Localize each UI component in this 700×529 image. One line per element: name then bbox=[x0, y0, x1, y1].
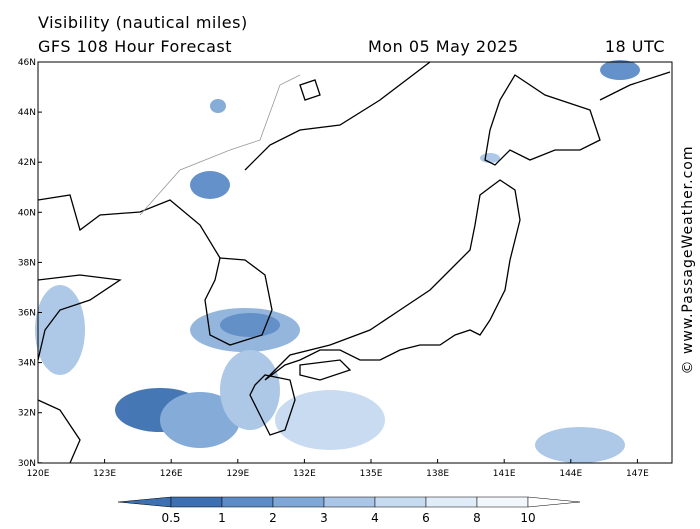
vis-area bbox=[210, 99, 226, 113]
vis-area bbox=[220, 313, 280, 337]
kyushu bbox=[249, 374, 296, 436]
colorbar-label: 0.5 bbox=[161, 511, 180, 525]
vis-area bbox=[600, 60, 640, 80]
china-coast bbox=[37, 274, 122, 464]
cb-cell bbox=[323, 496, 376, 508]
cb-cell bbox=[425, 496, 478, 508]
lon-label: 123E bbox=[93, 469, 116, 479]
vis-area bbox=[220, 350, 280, 430]
date: Mon 05 May 2025 bbox=[368, 37, 519, 56]
vis-area bbox=[535, 427, 625, 463]
cb-cell bbox=[117, 496, 172, 508]
lon-label: 135E bbox=[360, 469, 383, 479]
vis-area bbox=[160, 392, 240, 448]
colorbar-label: 4 bbox=[371, 511, 379, 525]
cb-cell bbox=[476, 496, 529, 508]
colorbar-label: 8 bbox=[473, 511, 481, 525]
vis-area bbox=[480, 153, 500, 163]
vis-area bbox=[275, 390, 385, 450]
cb-cell bbox=[170, 496, 223, 508]
colorbar-label: 3 bbox=[320, 511, 328, 525]
title: Visibility (nautical miles) bbox=[38, 13, 248, 32]
colorbar-label: 1 bbox=[218, 511, 226, 525]
colorbar-label: 6 bbox=[422, 511, 430, 525]
lon-label: 147E bbox=[626, 469, 649, 479]
lat-label: 42N bbox=[18, 158, 36, 168]
lon-label: 132E bbox=[293, 469, 316, 479]
island bbox=[299, 79, 321, 101]
lat-label: 30N bbox=[18, 459, 36, 469]
lat-label: 38N bbox=[18, 258, 36, 268]
korea bbox=[204, 257, 273, 346]
cb-cell bbox=[527, 496, 581, 508]
lat-label: 44N bbox=[18, 108, 36, 118]
lon-label: 129E bbox=[226, 469, 249, 479]
watermark: © www.PassageWeather.com bbox=[680, 145, 696, 374]
primorye-coast bbox=[244, 61, 431, 171]
lat-label: 36N bbox=[18, 309, 36, 319]
subtitle: GFS 108 Hour Forecast bbox=[38, 37, 232, 56]
colorbar-label: 2 bbox=[269, 511, 277, 525]
visibility-fields bbox=[35, 60, 640, 463]
lon-label: 126E bbox=[160, 469, 183, 479]
cb-cell bbox=[221, 496, 274, 508]
cb-cell bbox=[374, 496, 427, 508]
hokkaido bbox=[484, 74, 601, 166]
lat-label: 40N bbox=[18, 208, 36, 218]
lon-label: 120E bbox=[27, 469, 50, 479]
coastlines bbox=[37, 61, 671, 464]
kurils bbox=[599, 71, 671, 101]
time: 18 UTC bbox=[605, 37, 665, 56]
shikoku bbox=[299, 359, 352, 381]
lat-label: 32N bbox=[18, 409, 36, 419]
colorbar-label: 10 bbox=[520, 511, 535, 525]
lon-label: 144E bbox=[559, 469, 582, 479]
honshu bbox=[264, 179, 521, 381]
mainland-coast bbox=[37, 194, 221, 259]
border bbox=[139, 74, 301, 216]
vis-area bbox=[190, 171, 230, 199]
map bbox=[35, 60, 673, 464]
vis-area bbox=[35, 285, 85, 375]
cb-cell bbox=[272, 496, 325, 508]
lat-label: 34N bbox=[18, 359, 36, 369]
lon-label: 141E bbox=[493, 469, 516, 479]
colorbar bbox=[117, 496, 581, 508]
lat-label: 46N bbox=[18, 58, 36, 68]
lon-label: 138E bbox=[426, 469, 449, 479]
